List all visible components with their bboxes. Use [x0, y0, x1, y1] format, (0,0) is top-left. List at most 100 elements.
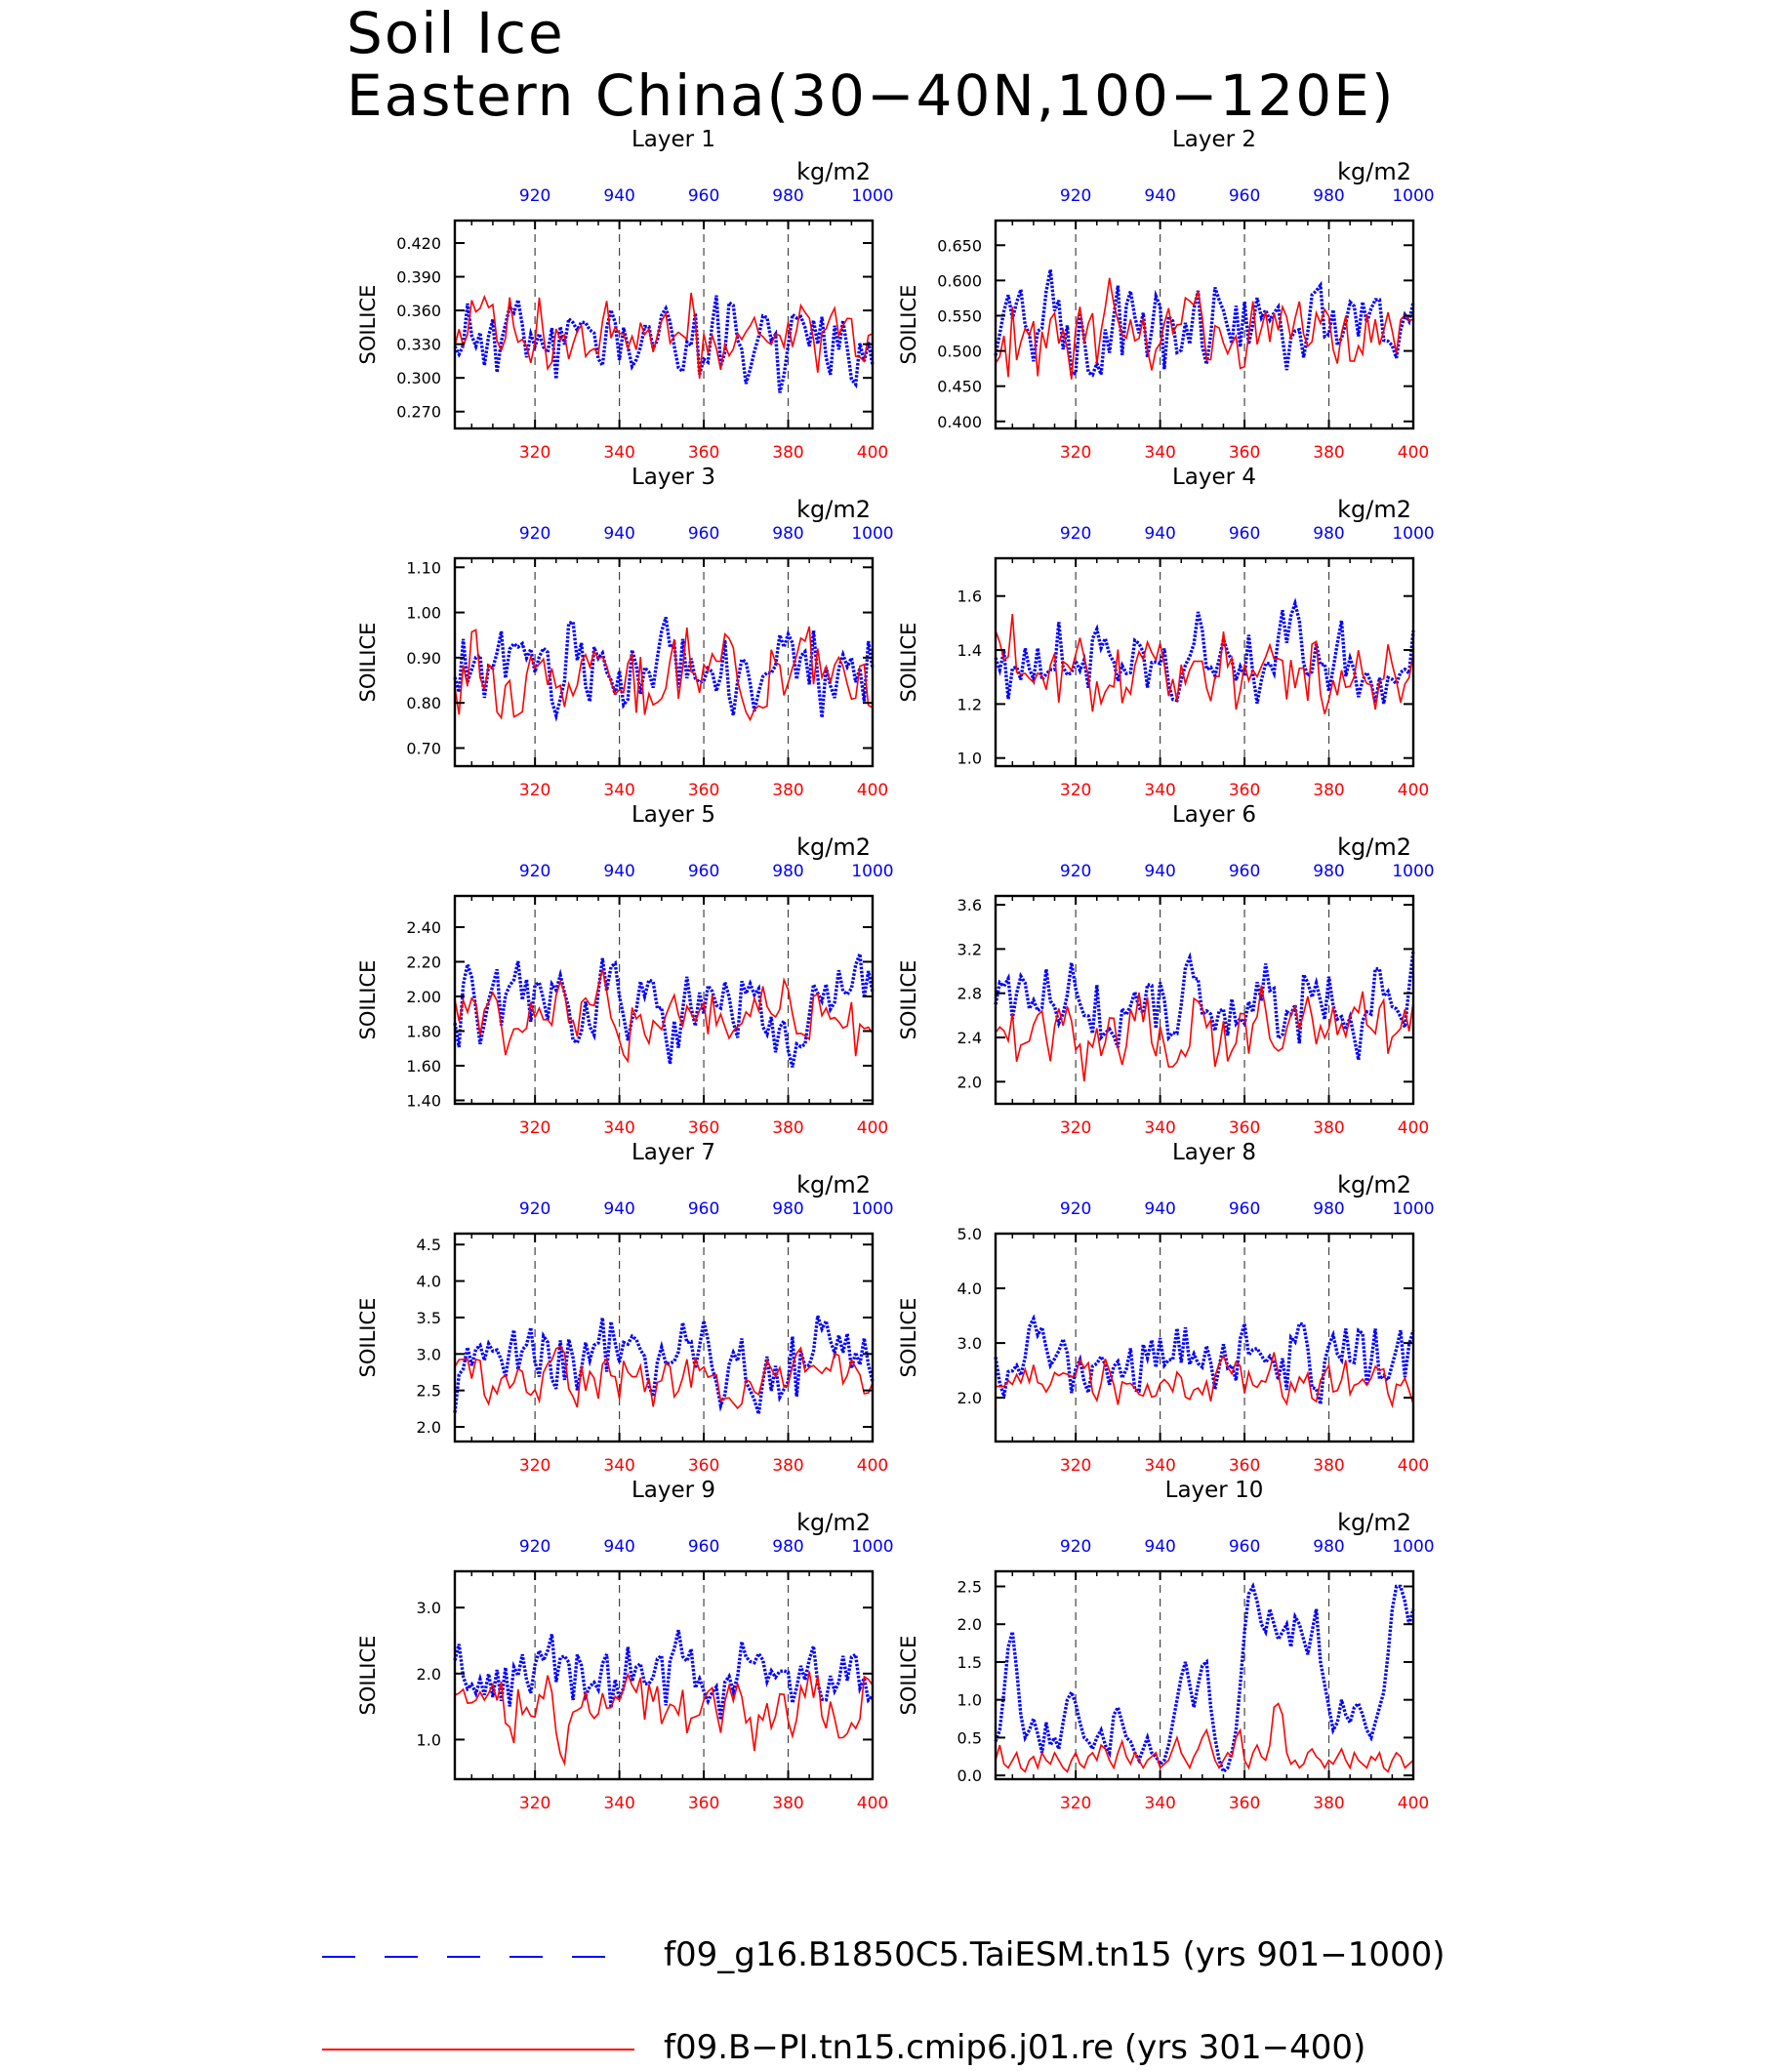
top-tick-label: 960 [1229, 1199, 1260, 1219]
y-tick-label: 0.90 [406, 649, 441, 668]
bottom-tick-label: 320 [1060, 443, 1091, 463]
top-tick-label: 960 [688, 1199, 719, 1219]
bottom-tick-label: 360 [688, 1456, 719, 1476]
bottom-tick-label: 340 [603, 781, 634, 800]
series-line-red [995, 1352, 1414, 1409]
top-tick-label: 1000 [1392, 186, 1434, 206]
bottom-tick-label: 360 [688, 443, 719, 463]
top-tick-label: 1000 [1392, 1537, 1434, 1557]
bottom-tick-label: 400 [1398, 1456, 1429, 1476]
y-tick-label: 2.0 [417, 1665, 441, 1684]
top-tick-label: 940 [603, 1537, 634, 1557]
bottom-tick-label: 380 [772, 1794, 803, 1813]
top-tick-label: 960 [688, 862, 719, 881]
bottom-tick-label: 320 [1060, 781, 1091, 800]
y-tick-label: 1.60 [406, 1057, 441, 1076]
y-tick-label: 2.0 [957, 1389, 982, 1407]
bottom-tick-label: 320 [1060, 1118, 1091, 1138]
y-axis-label: SOILICE [356, 285, 380, 365]
y-axis-label: SOILICE [897, 960, 920, 1040]
top-tick-label: 940 [603, 862, 634, 881]
plot-frame [994, 1232, 1415, 1443]
series-line-red [454, 292, 874, 380]
series-line-red [995, 614, 1414, 714]
y-tick-label: 0.270 [396, 403, 441, 422]
top-tick-label: 980 [1313, 524, 1344, 544]
bottom-tick-label: 400 [857, 1456, 888, 1476]
panel-title: Layer 9 [631, 1478, 715, 1503]
legend-label-red: f09.B−PI.tn15.cmip6.j01.re (yrs 301−400) [664, 2028, 1366, 2067]
bottom-tick-label: 380 [772, 443, 803, 463]
top-tick-label: 940 [1144, 862, 1175, 881]
top-tick-label: 980 [772, 1199, 803, 1219]
top-tick-label: 920 [1060, 1199, 1091, 1219]
bottom-tick-label: 380 [1313, 1794, 1344, 1813]
y-tick-label: 0.80 [406, 694, 441, 712]
plot-frame [994, 556, 1415, 768]
y-tick-label: 3.0 [957, 1334, 982, 1353]
figure-title-line1: Soil Ice [346, 0, 565, 66]
y-tick-label: 0.650 [937, 236, 982, 255]
panel-8: Layer 8 kg/m2 320 340 360 380 400 920 940 960 980 1… [897, 1140, 1435, 1476]
units-label: kg/m2 [796, 1509, 871, 1536]
top-tick-label: 960 [688, 186, 719, 206]
bottom-tick-label: 320 [1060, 1456, 1091, 1476]
bottom-tick-label: 380 [1313, 781, 1344, 800]
y-tick-label: 3.0 [417, 1345, 441, 1363]
y-tick-label: 2.8 [957, 985, 982, 1003]
y-tick-label: 3.0 [417, 1599, 441, 1617]
top-tick-label: 920 [1060, 1537, 1091, 1557]
bottom-tick-label: 340 [1144, 1456, 1175, 1476]
y-tick-label: 1.5 [957, 1653, 982, 1672]
legend-swatch-blue [322, 1956, 615, 1958]
bottom-tick-label: 400 [857, 1118, 888, 1138]
bottom-tick-label: 400 [1398, 443, 1429, 463]
y-axis-label: SOILICE [356, 1298, 380, 1378]
top-tick-label: 940 [603, 1199, 634, 1219]
bottom-tick-label: 380 [772, 1118, 803, 1138]
units-label: kg/m2 [1337, 833, 1411, 861]
series-line-blue [453, 1315, 875, 1415]
y-tick-label: 0.330 [396, 336, 441, 354]
plot-frame [453, 556, 875, 768]
legend-label-blue: f09_g16.B1850C5.TaiESM.tn15 (yrs 901−100… [664, 1935, 1446, 1974]
y-axis-label: SOILICE [356, 1636, 380, 1716]
panel-4: Layer 4 kg/m2 320 340 360 380 400 920 940 960 980 1… [897, 465, 1435, 800]
y-tick-label: 4.0 [417, 1273, 441, 1291]
plot-frame [994, 219, 1415, 430]
bottom-tick-label: 340 [603, 1794, 634, 1813]
panel-2: Layer 2 kg/m2 320 340 360 380 400 920 940 960 980 1… [897, 127, 1435, 463]
y-axis-label: SOILICE [897, 1636, 920, 1716]
top-tick-label: 980 [772, 862, 803, 881]
panel-5: Layer 5 kg/m2 320 340 360 380 400 920 940 960 980 1… [356, 802, 894, 1138]
y-tick-label: 0.360 [396, 302, 441, 320]
top-tick-label: 980 [772, 1537, 803, 1557]
y-tick-label: 0.500 [937, 343, 982, 361]
top-tick-label: 1000 [1392, 1199, 1434, 1219]
y-axis-label: SOILICE [356, 960, 380, 1040]
top-tick-label: 940 [603, 524, 634, 544]
top-tick-label: 920 [519, 1537, 550, 1557]
units-label: kg/m2 [1337, 496, 1411, 523]
top-tick-label: 960 [1229, 186, 1260, 206]
y-tick-label: 2.4 [957, 1029, 982, 1047]
bottom-tick-label: 340 [1144, 781, 1175, 800]
y-tick-label: 0.600 [937, 271, 982, 290]
series-line-blue [453, 953, 875, 1068]
panel-title: Layer 1 [631, 127, 715, 152]
panel-title: Layer 8 [1172, 1140, 1256, 1165]
y-tick-label: 1.0 [417, 1730, 441, 1749]
y-tick-label: 2.00 [406, 988, 441, 1006]
y-tick-label: 0.450 [937, 378, 982, 396]
y-tick-label: 0.0 [957, 1766, 982, 1785]
figure-title-line2: Eastern China(30−40N,100−120E) [346, 62, 1396, 129]
legend-swatch-red [322, 2049, 634, 2051]
series-line-blue [453, 295, 875, 393]
bottom-tick-label: 360 [688, 1794, 719, 1813]
series-line-blue [453, 617, 875, 722]
y-tick-label: 2.0 [957, 1073, 982, 1091]
top-tick-label: 980 [1313, 862, 1344, 881]
y-tick-label: 0.390 [396, 268, 441, 287]
panel-6: Layer 6 kg/m2 320 340 360 380 400 920 940 960 980 1… [897, 802, 1435, 1138]
top-tick-label: 960 [1229, 524, 1260, 544]
